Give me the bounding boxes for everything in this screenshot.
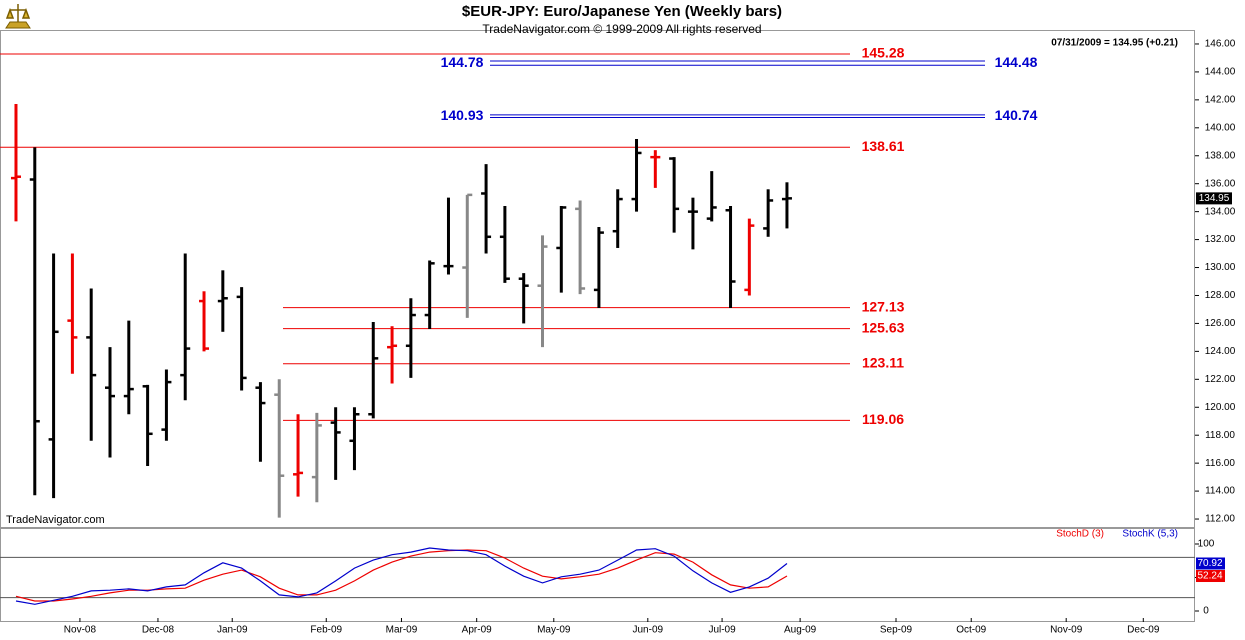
level-label: 125.63 (862, 319, 905, 335)
legend-entry: StochD (3) (1056, 529, 1104, 540)
level-label: 145.28 (862, 45, 905, 61)
x-tick-label: Sep-09 (880, 625, 913, 636)
y-tick-label: 0 (1203, 606, 1209, 617)
last-value-label: 52.24 (1197, 571, 1222, 582)
y-tick-label: 140.00 (1205, 122, 1236, 133)
level-label: 140.93 (441, 107, 484, 123)
y-tick-label: 124.00 (1205, 346, 1236, 357)
level-label: 144.78 (441, 54, 484, 70)
stoch-frame (0, 528, 1195, 622)
last-price-box (1196, 192, 1232, 205)
y-tick-label: 132.00 (1205, 234, 1236, 245)
last-price-note: 07/31/2009 = 134.95 (+0.21) (1051, 38, 1178, 49)
y-tick-label: 112.00 (1205, 514, 1235, 525)
y-tick-label: 100 (1198, 539, 1215, 550)
plot-frame (0, 30, 1195, 528)
stoch-line (15, 547, 788, 605)
last-value-box (1196, 557, 1225, 570)
chart-title: $EUR-JPY: Euro/Japanese Yen (Weekly bars… (462, 3, 782, 20)
y-tick-label: 120.00 (1205, 402, 1236, 413)
x-tick-label: Dec-09 (1127, 625, 1160, 636)
y-tick-label: 144.00 (1205, 67, 1236, 78)
level-label: 138.61 (862, 138, 905, 154)
legend-entry: StochK (5,3) (1122, 529, 1178, 540)
x-tick-label: Jun-09 (633, 625, 664, 636)
x-tick-label: Dec-08 (142, 625, 175, 636)
watermark: TradeNavigator.com (6, 514, 105, 526)
y-tick-label: 118.00 (1205, 430, 1235, 441)
y-tick-label: 138.00 (1205, 150, 1236, 161)
y-tick-label: 130.00 (1205, 262, 1236, 273)
y-tick-label: 136.00 (1205, 178, 1236, 189)
x-tick-label: Apr-09 (462, 625, 492, 636)
logo (5, 4, 31, 29)
last-value-box (1196, 570, 1225, 583)
y-tick-label: 146.00 (1205, 39, 1236, 50)
last-price-label: 134.95 (1199, 193, 1230, 204)
y-tick-label: 114.00 (1205, 486, 1235, 497)
x-tick-label: Jan-09 (217, 625, 248, 636)
x-tick-label: Jul-09 (708, 625, 736, 636)
x-tick-label: Oct-09 (956, 625, 986, 636)
x-tick-label: Nov-08 (64, 625, 97, 636)
y-tick-label: 126.00 (1205, 318, 1236, 329)
level-label: 123.11 (862, 355, 904, 371)
y-tick-label: 142.00 (1205, 95, 1236, 106)
level-label: 127.13 (862, 298, 905, 314)
x-tick-label: Feb-09 (310, 625, 342, 636)
x-tick-label: Mar-09 (386, 625, 418, 636)
x-tick-label: Aug-09 (784, 625, 817, 636)
y-tick-label: 134.00 (1205, 206, 1236, 217)
y-tick-label: 116.00 (1205, 458, 1235, 469)
level-label: 144.48 (995, 54, 1038, 70)
subtitle: TradeNavigator.com © 1999-2009 All right… (482, 22, 761, 36)
level-label: 119.06 (862, 411, 904, 427)
y-tick-label: 128.00 (1205, 290, 1236, 301)
x-tick-label: Nov-09 (1050, 625, 1083, 636)
level-label: 140.74 (995, 107, 1038, 123)
last-value-label: 70.92 (1197, 558, 1222, 569)
x-tick-label: May-09 (537, 625, 571, 636)
y-tick-label: 122.00 (1205, 374, 1236, 385)
